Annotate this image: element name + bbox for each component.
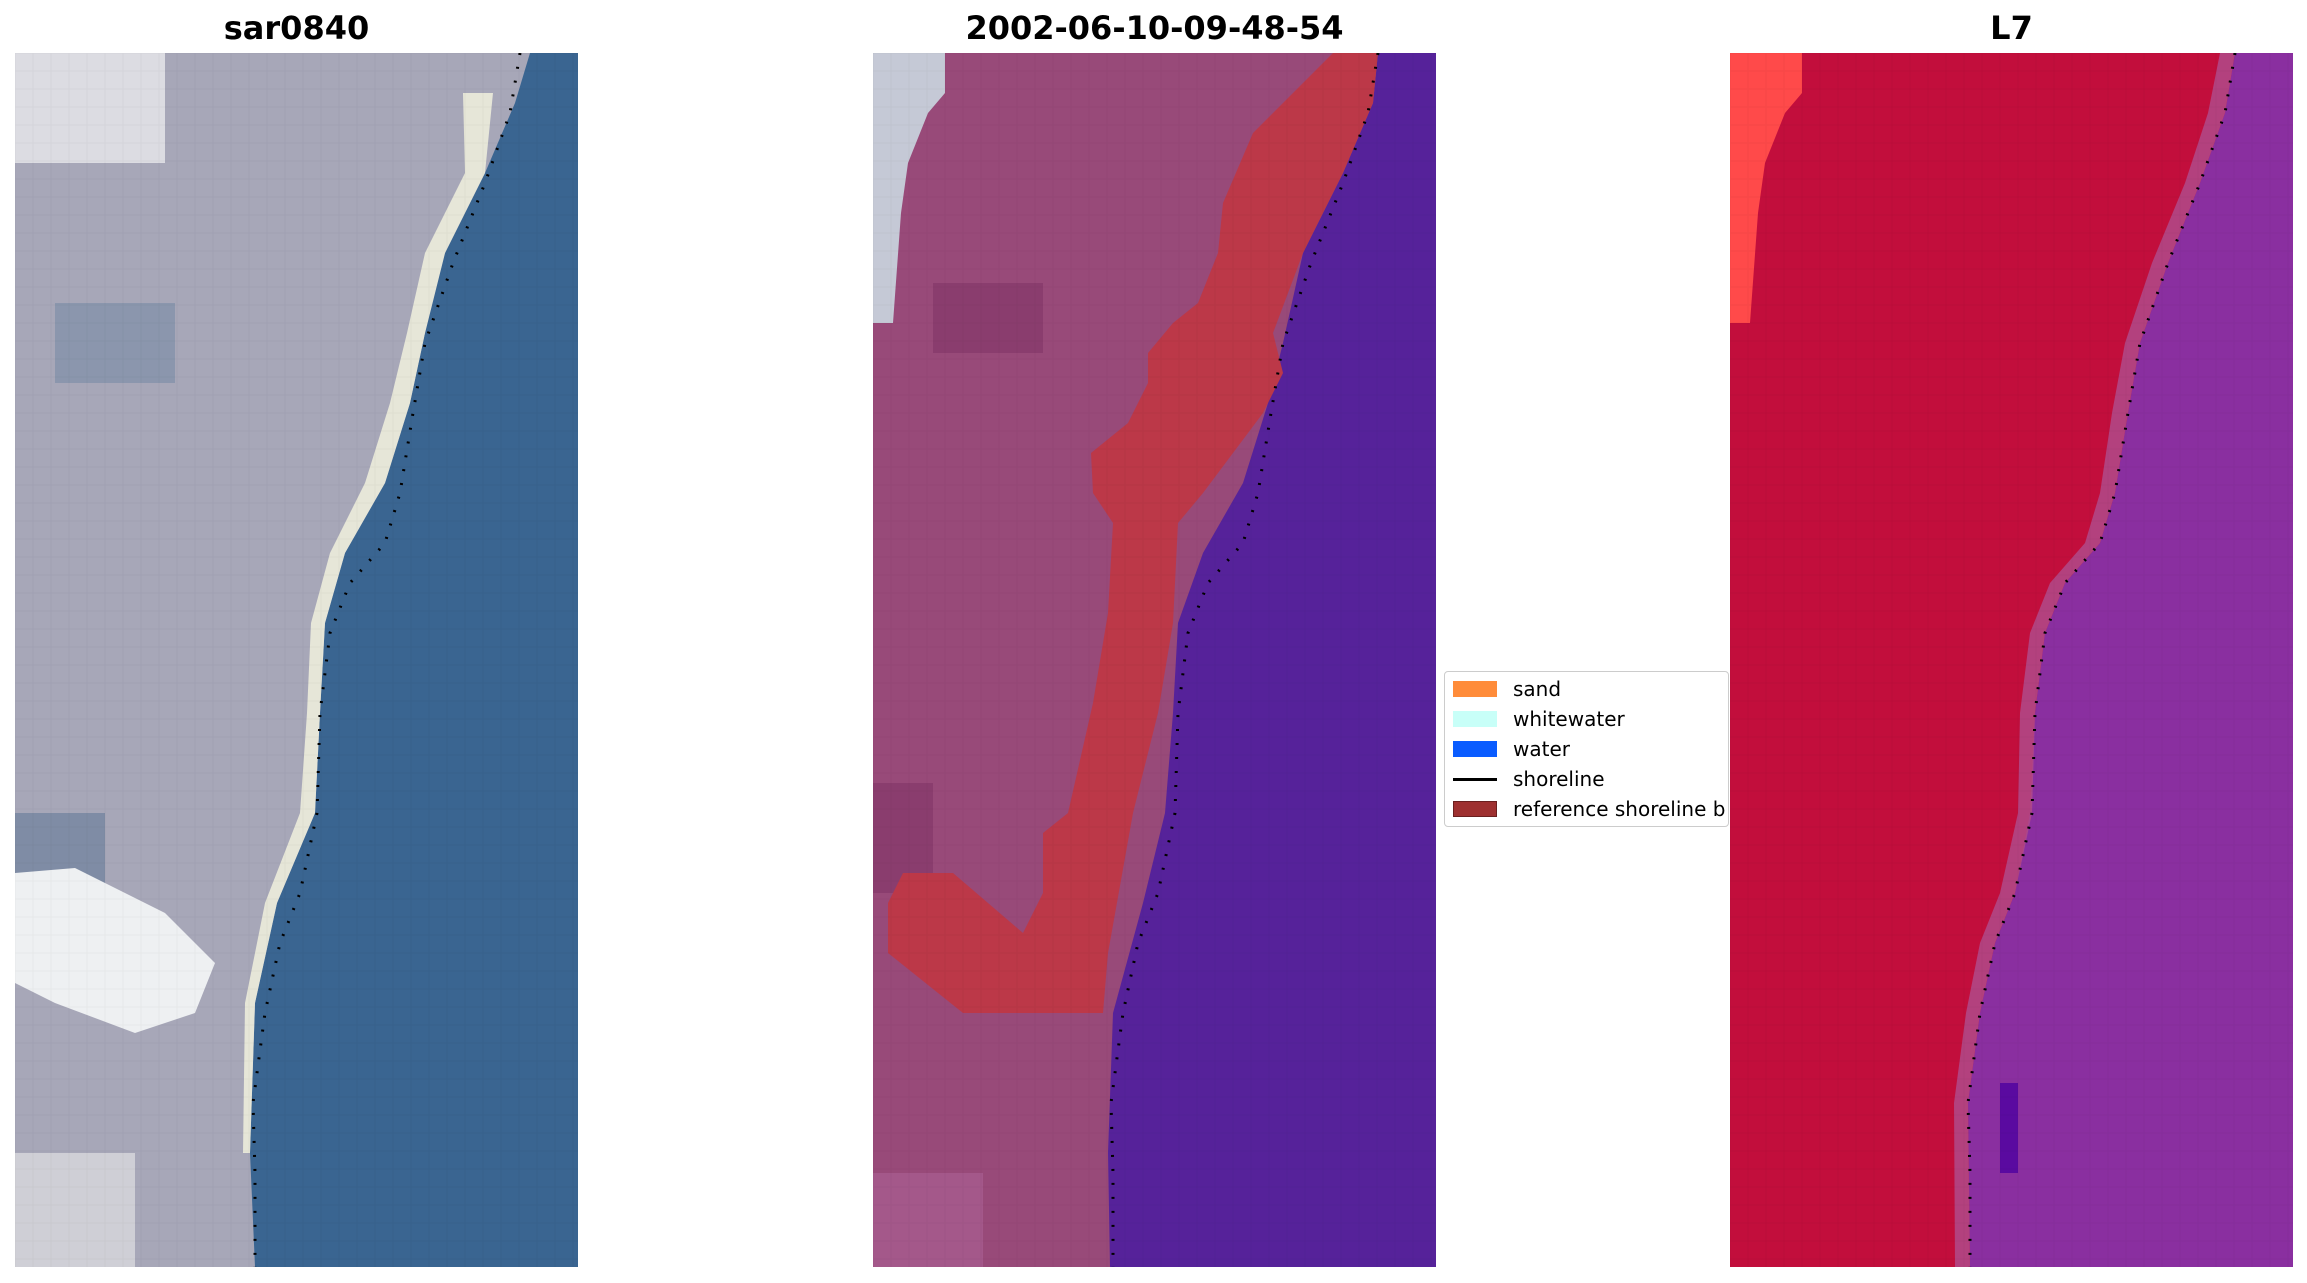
reference-shoreline-swatch: [1453, 801, 1497, 817]
legend: sand whitewater water shoreline referenc…: [1444, 671, 1729, 827]
classified-image: [873, 53, 1436, 1267]
rgb-image-panel: [15, 53, 578, 1267]
false-color-image-panel: [1730, 53, 2293, 1267]
legend-label: shoreline: [1513, 767, 1605, 791]
title-sar0840: sar0840: [223, 9, 370, 47]
legend-label: water: [1513, 737, 1570, 761]
legend-item-reference-shoreline: reference shoreline b: [1453, 794, 1725, 824]
legend-label: reference shoreline b: [1513, 797, 1726, 821]
water-swatch: [1453, 741, 1497, 757]
shoreline-line-swatch: [1453, 777, 1497, 781]
false-color-image: [1730, 53, 2293, 1267]
legend-item-water: water: [1453, 734, 1570, 764]
title-image-date: 2002-06-10-09-48-54: [965, 9, 1344, 47]
legend-item-sand: sand: [1453, 674, 1561, 704]
legend-item-whitewater: whitewater: [1453, 704, 1625, 734]
title-satellite: L7: [1990, 9, 2033, 47]
whitewater-swatch: [1453, 711, 1497, 727]
legend-item-shoreline: shoreline: [1453, 764, 1605, 794]
classified-image-panel: [873, 53, 1436, 1267]
legend-label: whitewater: [1513, 707, 1625, 731]
legend-label: sand: [1513, 677, 1562, 701]
sand-swatch: [1453, 681, 1497, 697]
rgb-image: [15, 53, 578, 1267]
